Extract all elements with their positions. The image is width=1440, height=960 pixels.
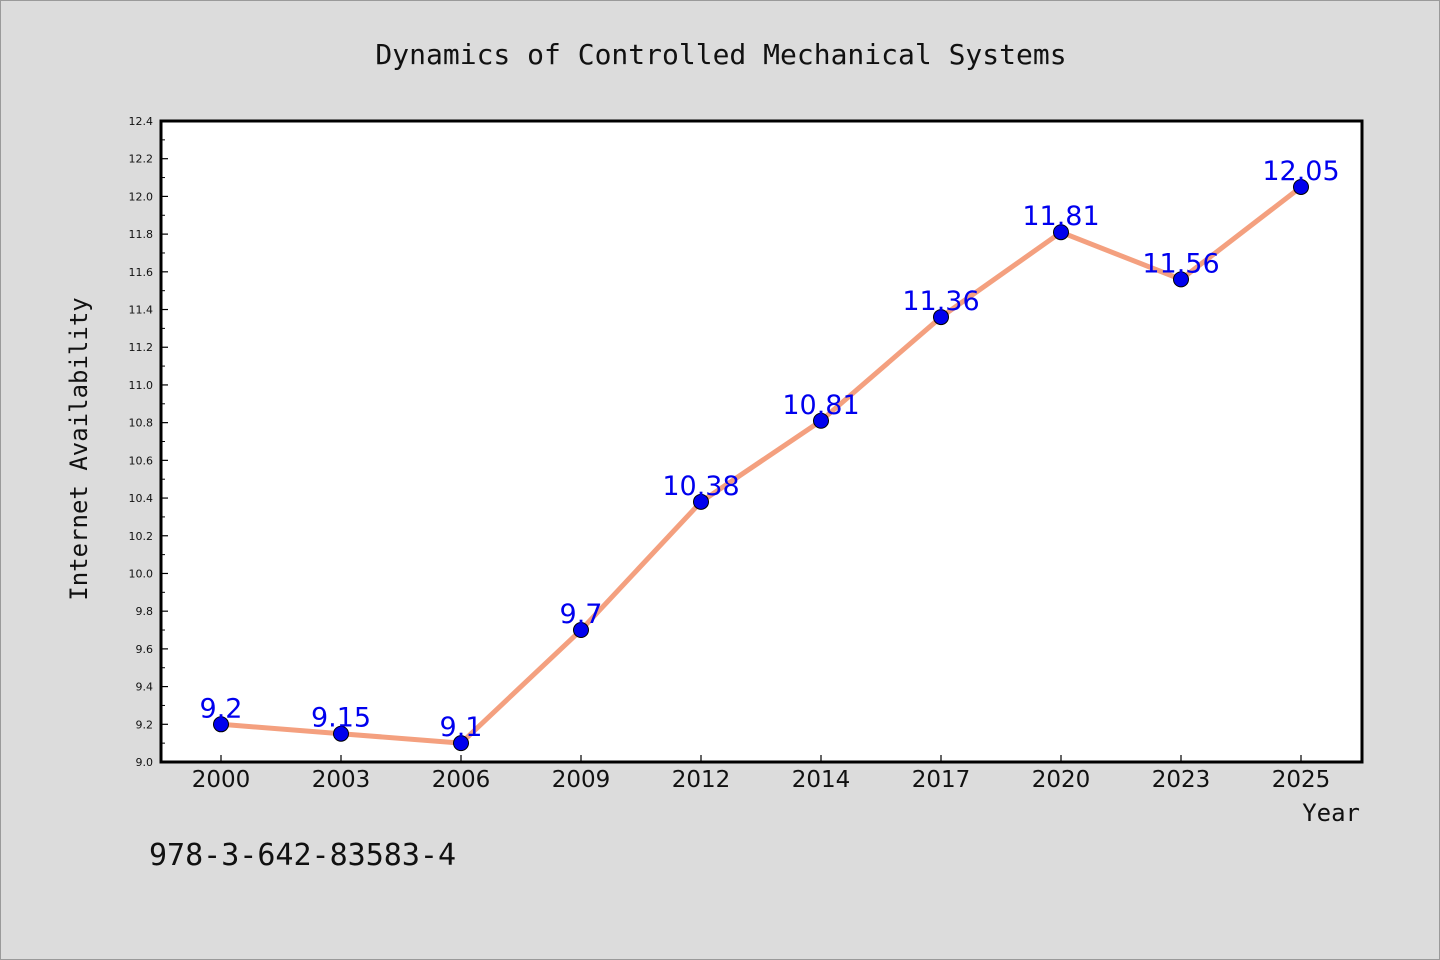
y-tick-label: 9.6 (136, 643, 154, 656)
x-tick-label: 2025 (1272, 767, 1331, 793)
data-point (693, 493, 709, 510)
x-tick-label: 2003 (312, 767, 371, 793)
x-tick-label: 2023 (1152, 767, 1211, 793)
x-tick-label: 2014 (792, 767, 851, 793)
x-axis: 2000 2003 2006 2009 2012 2014 2017 2020 2023 2025 (192, 755, 1331, 793)
x-tick-label: 2009 (552, 767, 611, 793)
data-point (333, 725, 349, 742)
y-tick-label: 11.2 (129, 341, 154, 354)
y-tick-label: 9.2 (136, 718, 154, 731)
y-tick-label: 11.6 (129, 266, 154, 279)
x-tick-label: 2020 (1032, 767, 1091, 793)
data-label: 12.05 (1262, 156, 1339, 187)
chart-title: Dynamics of Controlled Mechanical System… (375, 38, 1066, 71)
series-line-group (218, 184, 1304, 746)
y-tick-label: 11.8 (129, 228, 154, 241)
x-axis-label: Year (1302, 799, 1360, 827)
series-line (218, 184, 1304, 746)
y-tick-label: 10.6 (129, 454, 154, 467)
data-label: 10.81 (782, 390, 859, 421)
series-points-group (213, 178, 1309, 752)
data-point (933, 309, 949, 326)
data-point (213, 716, 229, 733)
data-labels-group: 9.2 9.15 9.1 9.7 10.38 10.81 11.36 11.81 11.56 12… (200, 156, 1340, 743)
data-point (813, 412, 829, 429)
y-tick-label: 9.0 (136, 756, 154, 769)
x-tick-label: 2012 (672, 767, 731, 793)
y-tick-label: 10.2 (129, 530, 154, 543)
y-tick-label: 11.0 (129, 379, 154, 392)
isbn-annotation: 978-3-642-83583-4 (149, 838, 456, 873)
data-label: 11.36 (902, 286, 979, 317)
data-point (1053, 224, 1069, 241)
plot-area (159, 119, 1364, 764)
y-tick-label: 10.8 (129, 417, 154, 430)
y-tick-label: 10.0 (129, 567, 154, 580)
data-label: 11.56 (1142, 248, 1219, 279)
x-tick-label: 2017 (912, 767, 971, 793)
y-tick-label: 9.8 (136, 605, 154, 618)
y-tick-label: 9.4 (136, 681, 154, 694)
data-label: 10.38 (662, 471, 739, 502)
data-label: 9.15 (311, 703, 371, 734)
y-tick-label: 10.4 (129, 492, 154, 505)
x-tick-label: 2000 (192, 767, 251, 793)
y-axis-label: Internet Availability (65, 297, 93, 600)
data-point (573, 622, 589, 639)
data-label: 11.81 (1022, 201, 1099, 232)
data-label: 9.2 (200, 693, 243, 724)
y-tick-label: 11.4 (129, 304, 154, 317)
data-label: 9.1 (440, 712, 483, 743)
y-tick-label: 12.2 (129, 153, 154, 166)
y-tick-label: 12.4 (129, 115, 154, 128)
data-label: 9.7 (560, 599, 603, 630)
y-axis: 9.0 9.2 9.4 9.6 9.8 10.0 10.2 10.4 10.6 10.8 11.0 1… (129, 115, 168, 769)
data-point (1173, 271, 1189, 288)
data-point (1293, 178, 1309, 195)
y-tick-label: 12.0 (129, 190, 154, 203)
data-point (453, 735, 469, 752)
x-tick-label: 2006 (432, 767, 491, 793)
